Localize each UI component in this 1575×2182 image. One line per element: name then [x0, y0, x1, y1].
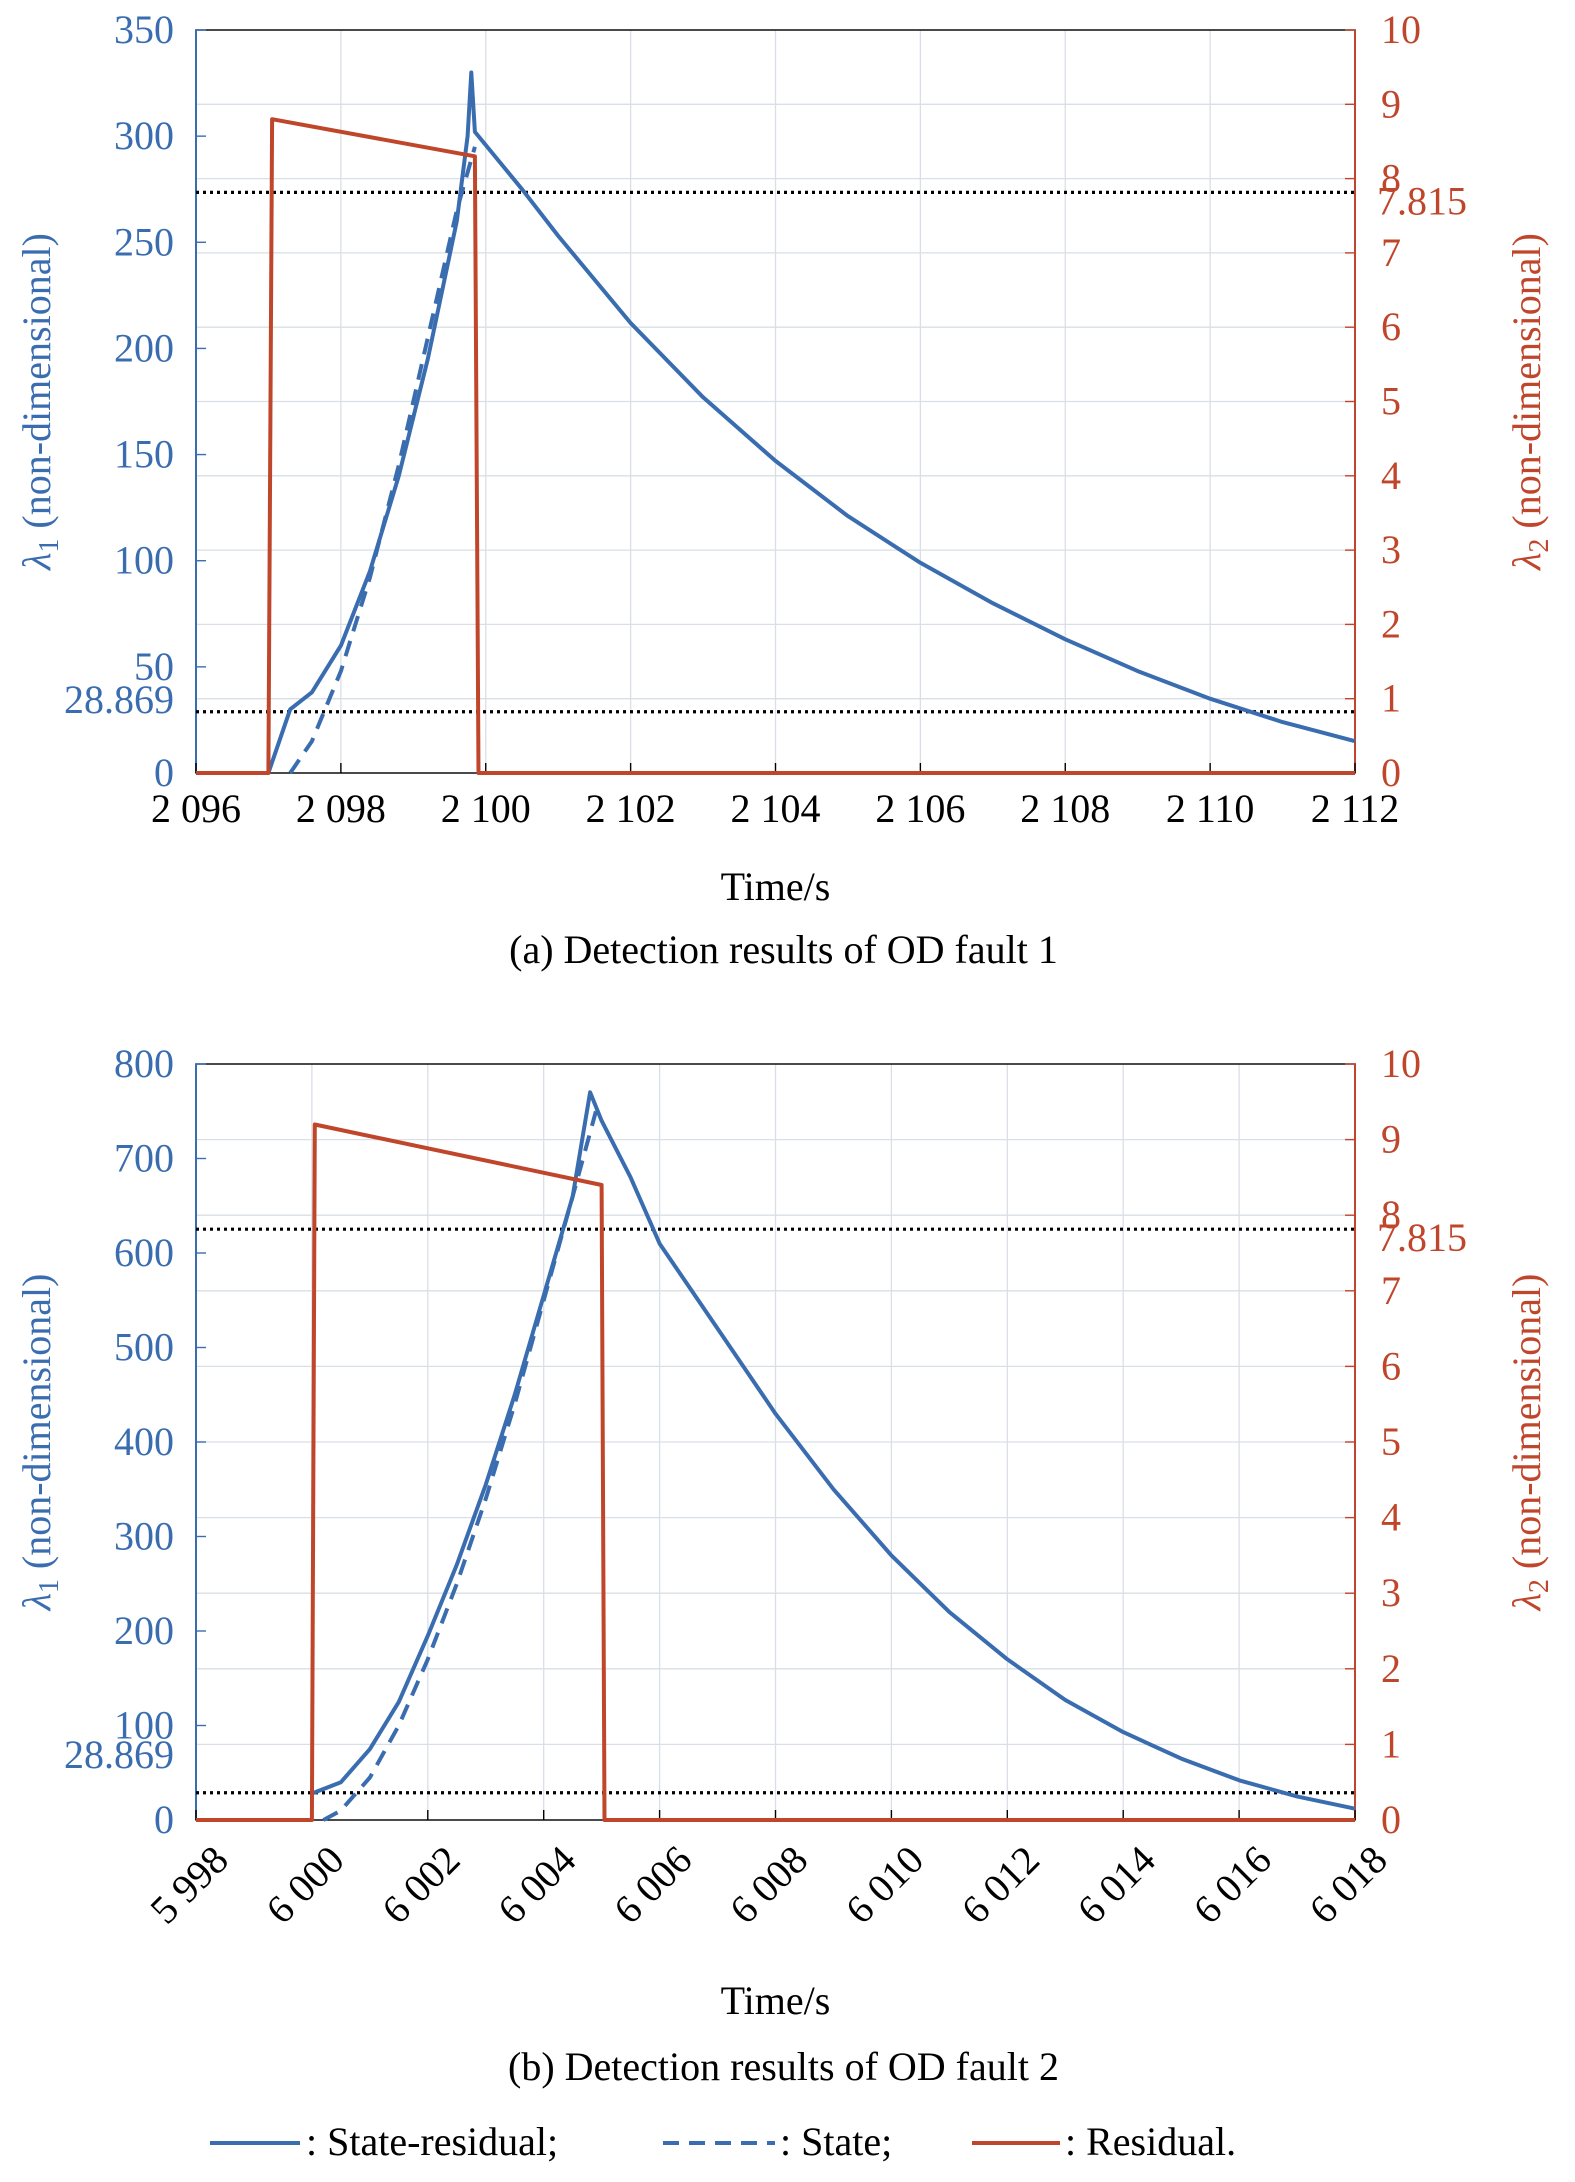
y-right-axis-title: λ2 (non-dimensional): [1504, 233, 1555, 571]
x-tick-label: 6 004: [489, 1837, 584, 1932]
y-right-tick-label: 3: [1381, 1570, 1401, 1615]
x-tick-label: 6 016: [1184, 1837, 1279, 1932]
series-state-residual: [266, 70, 1356, 774]
y-right-tick-label: 4: [1381, 1495, 1401, 1540]
series-state: [322, 1110, 598, 1822]
y-right-tick-label: 6: [1381, 1343, 1401, 1388]
series-residual: [196, 1122, 1355, 1822]
panel-b: 5 998 6 000 6 002 6 004 6 006 6 008 6 010 6 012…: [14, 1041, 1555, 2089]
y-right-tick-label: 7: [1381, 1268, 1401, 1313]
y-left-tick-label: 700: [114, 1136, 174, 1181]
x-tick-label: 2 108: [1020, 786, 1110, 831]
y-right-tick-label: 10: [1381, 7, 1421, 52]
y-left-subscript: 1: [34, 1579, 65, 1593]
y-right-tick-label: 5: [1381, 379, 1401, 424]
y-right-tick-label: 3: [1381, 527, 1401, 572]
y-left-tick-label: 200: [114, 1608, 174, 1653]
x-tick-label: 2 100: [441, 786, 531, 831]
y-right-tick-label: 8: [1381, 156, 1401, 201]
x-axis-title: Time/s: [721, 1978, 831, 2023]
x-tick-label: 2 106: [875, 786, 965, 831]
y-left-symbol: λ: [14, 1593, 59, 1611]
x-tick-label: 6 018: [1300, 1837, 1395, 1932]
y-left-tick-label: 250: [114, 219, 174, 264]
y-left-tick-label: 0: [154, 1797, 174, 1842]
y-right-tick-label: 6: [1381, 304, 1401, 349]
legend-label-state: : State;: [780, 2119, 892, 2164]
y-right-symbol: λ: [1504, 553, 1549, 571]
grid: [195, 1063, 1356, 1821]
y-right-tick-label: 1: [1381, 676, 1401, 721]
x-tick-label: 5 998: [141, 1837, 236, 1932]
threshold-label-left: 28.869: [64, 677, 174, 722]
y-left-tick-label: 300: [114, 1514, 174, 1559]
x-tick-label: 2 098: [296, 786, 386, 831]
y-left-tick-label: 100: [114, 538, 174, 583]
y-left-axis-title: λ1 (non-dimensional): [14, 1274, 65, 1612]
y-left-axis-title: λ1 (non-dimensional): [14, 233, 65, 571]
y-right-symbol: λ: [1504, 1593, 1549, 1611]
y-right-tick-label: 0: [1381, 750, 1401, 795]
y-right-subscript: 2: [1524, 539, 1555, 553]
y-right-tick-label: 0: [1381, 1797, 1401, 1842]
x-tick-label: 2 110: [1166, 786, 1255, 831]
legend-label-residual: : Residual.: [1065, 2119, 1236, 2164]
legend: : State-residual; : State; : Residual.: [210, 2119, 1236, 2164]
y-right-axis-title: λ2 (non-dimensional): [1504, 1274, 1555, 1612]
y-left-tick-label: 300: [114, 113, 174, 158]
threshold-label-right: 7.815: [1377, 1215, 1467, 1260]
x-tick-label: 2 102: [586, 786, 676, 831]
y-left-tick-label: 50: [134, 644, 174, 689]
x-tick-label: 6 006: [605, 1837, 700, 1932]
series-residual: [196, 117, 1355, 775]
panel-caption: (a) Detection results of OD fault 1: [509, 927, 1058, 972]
y-left-tick-label: 0: [154, 750, 174, 795]
grid: [195, 29, 1356, 774]
x-tick-label: 6 010: [837, 1837, 932, 1932]
x-tick-label: 6 014: [1068, 1837, 1163, 1932]
y-left-tick-label: 200: [114, 325, 174, 370]
y-right-tick-label: 9: [1381, 1117, 1401, 1162]
x-tick-label: 2 096: [151, 786, 241, 831]
x-tick-label: 2 104: [731, 786, 821, 831]
panel-caption: (b) Detection results of OD fault 2: [508, 2044, 1059, 2089]
y-left-tick-label: 600: [114, 1230, 174, 1275]
threshold-label-left: 28.869: [64, 1732, 174, 1777]
y-right-subscript: 2: [1524, 1579, 1555, 1593]
y-left-tick-label: 100: [114, 1703, 174, 1748]
y-right-tick-label: 5: [1381, 1419, 1401, 1464]
y-right-label: (non-dimensional): [1504, 1274, 1549, 1580]
y-left-subscript: 1: [34, 539, 65, 553]
series-state: [288, 146, 477, 775]
y-left-tick-label: 500: [114, 1325, 174, 1370]
x-tick-label: 2 112: [1311, 786, 1400, 831]
x-tick-label: 6 002: [373, 1837, 468, 1932]
y-right-tick-label: 2: [1381, 1646, 1401, 1691]
y-left-label: (non-dimensional): [14, 233, 59, 539]
y-right-tick-label: 9: [1381, 81, 1401, 126]
y-right-label: (non-dimensional): [1504, 233, 1549, 539]
panel-a: 2 096 2 098 2 100 2 102 2 104 2 106 2 108 2 110…: [14, 7, 1555, 972]
y-right-tick-label: 8: [1381, 1192, 1401, 1237]
x-tick-label: 6 008: [721, 1837, 816, 1932]
y-left-tick-label: 800: [114, 1041, 174, 1086]
y-right-tick-label: 1: [1381, 1721, 1401, 1766]
x-axis-title: Time/s: [721, 864, 831, 909]
y-right-tick-label: 10: [1381, 1041, 1421, 1086]
y-right-tick-label: 2: [1381, 601, 1401, 646]
y-left-tick-label: 150: [114, 432, 174, 477]
y-left-tick-label: 400: [114, 1419, 174, 1464]
y-left-symbol: λ: [14, 553, 59, 571]
y-right-tick-label: 7: [1381, 230, 1401, 275]
x-tick-label: 6 012: [953, 1837, 1048, 1932]
series-state-residual: [311, 1090, 1356, 1811]
threshold-label-right: 7.815: [1377, 178, 1467, 223]
x-tick-label: 6 000: [257, 1837, 352, 1932]
legend-label-state-residual: : State-residual;: [306, 2119, 558, 2164]
y-right-tick-label: 4: [1381, 453, 1401, 498]
y-left-label: (non-dimensional): [14, 1274, 59, 1580]
y-left-tick-label: 350: [114, 7, 174, 52]
